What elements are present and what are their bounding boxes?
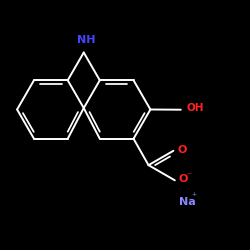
Text: O: O	[177, 144, 186, 154]
Text: ⁻: ⁻	[187, 171, 192, 181]
Text: ⁺: ⁺	[192, 192, 197, 202]
Text: NH: NH	[77, 35, 96, 45]
Text: OH: OH	[186, 104, 204, 114]
Text: O: O	[178, 174, 188, 184]
Text: Na: Na	[178, 196, 195, 206]
